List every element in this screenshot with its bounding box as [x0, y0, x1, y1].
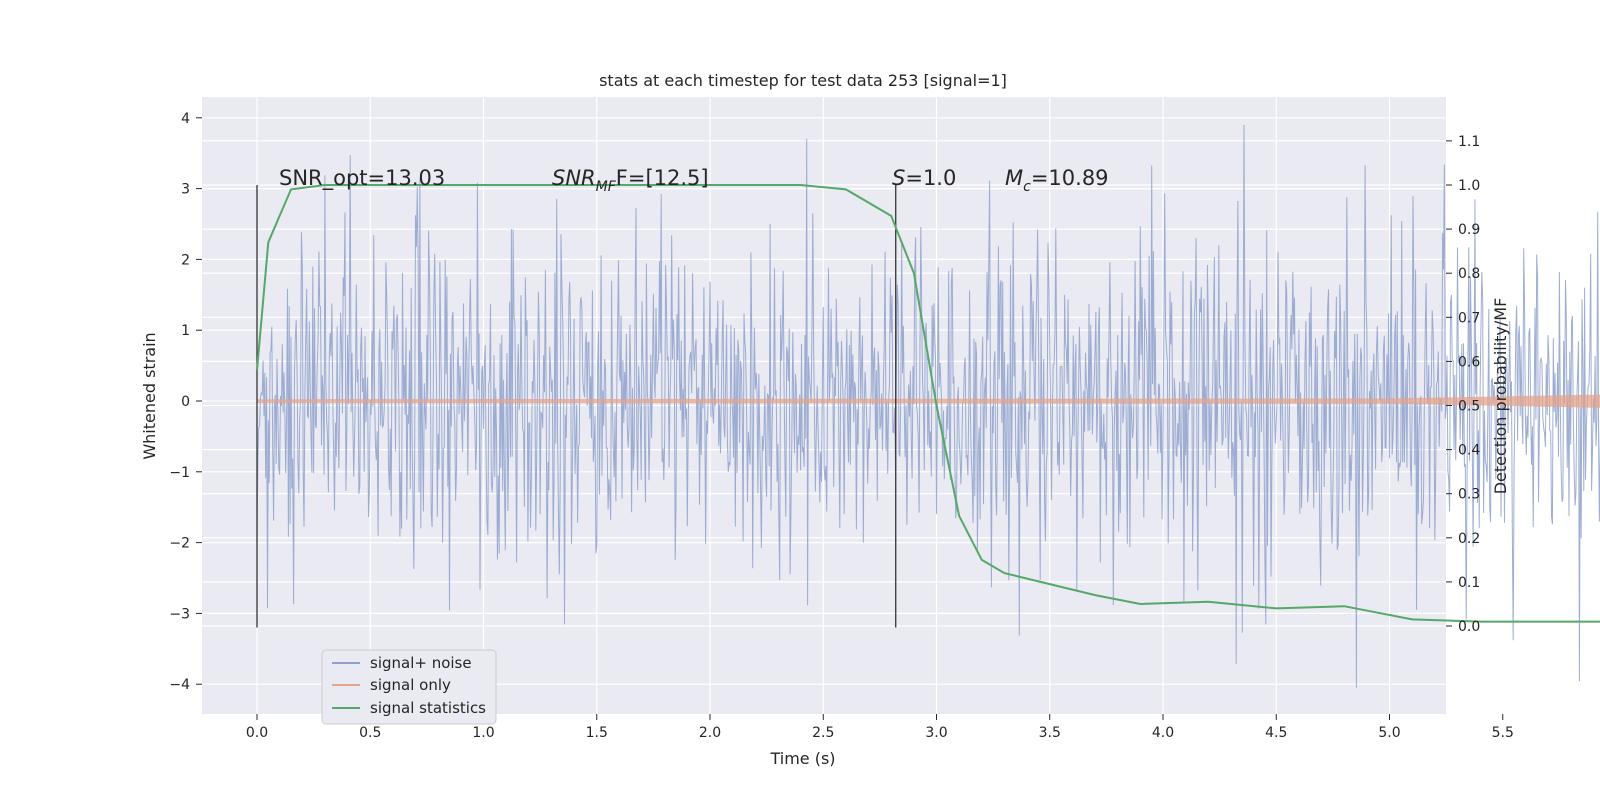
s-annotation: S=1.0: [892, 166, 956, 190]
y-tick-label: −4: [169, 677, 190, 693]
x-tick-label: 1.0: [472, 725, 494, 741]
legend: signal+ noise signal only signal statist…: [321, 649, 497, 725]
x-tick-label: 3.0: [925, 725, 947, 741]
x-tick-label: 5.5: [1492, 725, 1514, 741]
x-tick-label: 2.0: [699, 725, 721, 741]
x-axis-label: Time (s): [769, 749, 835, 768]
chart-title: stats at each timestep for test data 253…: [599, 71, 1007, 90]
legend-label-statistics: signal statistics: [370, 699, 486, 717]
mc-annotation: Mc=10.89: [1005, 166, 1109, 195]
x-tick-label: 3.5: [1039, 725, 1061, 741]
y2-tick-label: 0.5: [1458, 399, 1480, 415]
x-tick-label: 1.5: [586, 725, 608, 741]
y-tick-label: 2: [181, 252, 190, 268]
y2-tick-label: 0.6: [1458, 354, 1480, 370]
y2-tick-label: 0.3: [1458, 487, 1480, 503]
y2-tick-label: 1.0: [1458, 178, 1480, 194]
x-tick-label: 2.5: [812, 725, 834, 741]
signal-only-band: [256, 394, 1600, 408]
y-axis-label: Whitened strain: [140, 332, 159, 459]
x-tick-label: 0.0: [246, 725, 268, 741]
y2-tick-label: 0.8: [1458, 266, 1480, 282]
x-tick-label: 0.5: [359, 725, 381, 741]
y-tick-label: −2: [169, 536, 190, 552]
legend-frame: [321, 649, 497, 725]
y-tick-label: 4: [181, 111, 190, 127]
snr-opt-annotation: SNR_opt=13.03: [279, 166, 445, 191]
x-tick-label: 4.0: [1152, 725, 1174, 741]
y-tick-label: 3: [181, 182, 190, 198]
legend-label-noise: signal+ noise: [370, 654, 472, 672]
legend-label-signal: signal only: [370, 676, 451, 694]
snr-mf-annotation: SNRMFF=[12.5]: [552, 166, 709, 195]
y2-tick-label: 0.7: [1458, 310, 1480, 326]
y-tick-label: −1: [169, 465, 190, 481]
y2-tick-label: 0.9: [1458, 222, 1480, 238]
y2-tick-label: 0.0: [1458, 619, 1480, 635]
statistics-series-line: [256, 184, 1600, 623]
y-tick-label: 1: [181, 323, 190, 339]
y-tick-label: −3: [169, 606, 190, 622]
y2-tick-label: 0.2: [1458, 531, 1480, 547]
y2-tick-label: 1.1: [1458, 134, 1480, 150]
y-tick-label: 0: [181, 394, 190, 410]
y2-axis-label: Detection probability/MF: [1491, 298, 1510, 495]
x-tick-label: 4.5: [1265, 725, 1287, 741]
x-tick-label: 5.0: [1378, 725, 1400, 741]
y2-tick-label: 0.1: [1458, 575, 1480, 591]
y2-tick-label: 0.4: [1458, 443, 1480, 459]
